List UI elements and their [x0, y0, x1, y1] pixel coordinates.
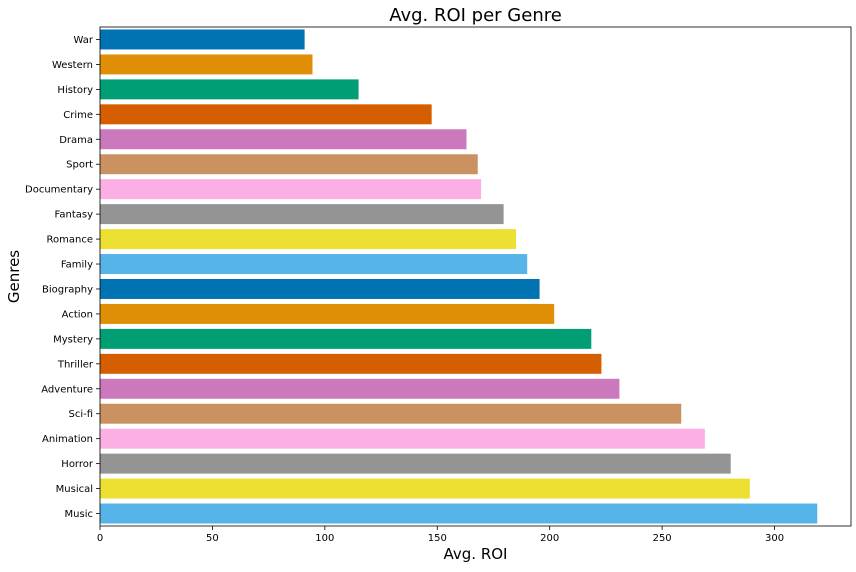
- x-tick-label-100: 100: [315, 533, 334, 544]
- bar-fantasy: [100, 204, 504, 225]
- y-tick-label-thriller: Thriller: [57, 359, 94, 370]
- y-tick-label-biography: Biography: [42, 284, 93, 295]
- bar-drama: [100, 129, 467, 150]
- bar-action: [100, 303, 555, 324]
- y-tick-label-action: Action: [62, 309, 93, 320]
- bar-adventure: [100, 378, 620, 399]
- x-tick-label-50: 50: [206, 533, 219, 544]
- y-tick-label-history: History: [57, 85, 93, 96]
- y-tick-label-adventure: Adventure: [41, 384, 93, 395]
- bar-sci-fi: [100, 403, 682, 424]
- x-axis-title: Avg. ROI: [444, 545, 508, 563]
- y-tick-label-fantasy: Fantasy: [55, 210, 94, 221]
- y-tick-label-sci-fi: Sci-fi: [68, 409, 93, 420]
- x-tick-label-0: 0: [97, 533, 103, 544]
- y-tick-label-drama: Drama: [59, 135, 93, 146]
- bar-western: [100, 54, 313, 75]
- x-tick-label-300: 300: [765, 533, 784, 544]
- plot-frame: [99, 26, 852, 527]
- y-tick-label-romance: Romance: [47, 235, 93, 246]
- bars-group: [100, 29, 818, 524]
- x-tick-label-150: 150: [428, 533, 447, 544]
- y-axis-ticks: War Western History Crime Drama Sport Document…: [25, 35, 100, 520]
- y-tick-label-war: War: [74, 35, 94, 46]
- x-tick-label-250: 250: [653, 533, 672, 544]
- y-tick-label-documentary: Documentary: [25, 185, 93, 196]
- x-tick-label-200: 200: [540, 533, 559, 544]
- x-axis-ticks: 0 50 100 150 200 250 300: [97, 526, 784, 544]
- bar-romance: [100, 229, 516, 250]
- bar-horror: [100, 453, 731, 474]
- bar-crime: [100, 104, 432, 125]
- bar-music: [100, 503, 818, 524]
- bar-sport: [100, 154, 478, 175]
- y-tick-label-sport: Sport: [66, 160, 93, 171]
- bar-war: [100, 29, 305, 50]
- y-tick-label-horror: Horror: [61, 459, 94, 470]
- bar-biography: [100, 278, 540, 299]
- y-tick-label-crime: Crime: [63, 110, 93, 121]
- bar-animation: [100, 428, 705, 449]
- y-tick-label-musical: Musical: [56, 484, 93, 495]
- y-tick-label-music: Music: [65, 509, 93, 520]
- y-tick-label-family: Family: [61, 260, 93, 271]
- bar-mystery: [100, 328, 592, 349]
- y-axis-title: Genres: [5, 250, 23, 303]
- bar-musical: [100, 478, 750, 499]
- bar-history: [100, 79, 359, 100]
- chart-title: Avg. ROI per Genre: [389, 5, 562, 26]
- bar-family: [100, 254, 528, 275]
- y-tick-label-western: Western: [52, 60, 93, 71]
- y-tick-label-mystery: Mystery: [53, 334, 93, 345]
- bar-thriller: [100, 353, 602, 374]
- bar-documentary: [100, 179, 482, 200]
- y-tick-label-animation: Animation: [42, 434, 93, 445]
